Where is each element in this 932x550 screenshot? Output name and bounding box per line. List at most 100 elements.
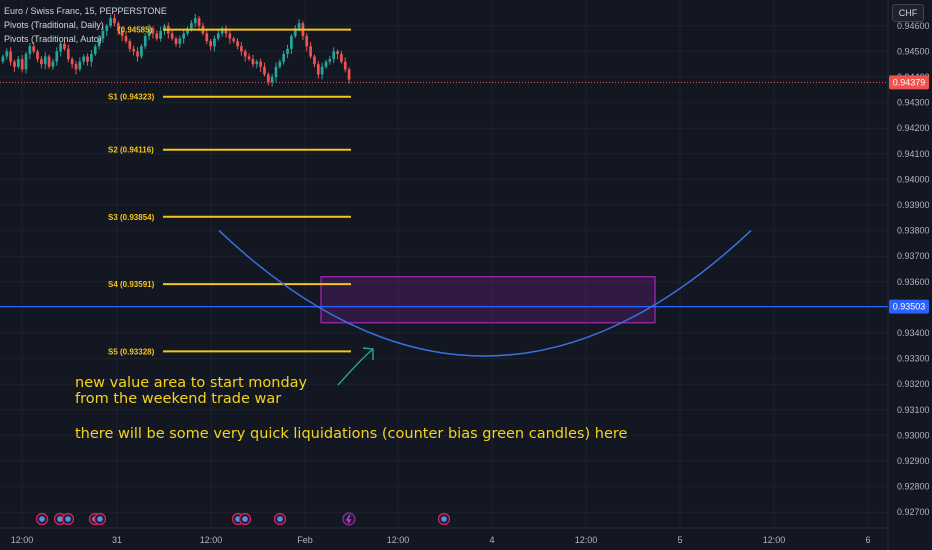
pivot-label-s3: S3 (0.93854): [108, 213, 155, 222]
candle-body: [109, 18, 112, 26]
candle-body: [282, 53, 286, 62]
candle-body: [320, 66, 324, 75]
y-tick-label: 0.93400: [897, 328, 930, 338]
pivot-label-s1: S1 (0.94323): [108, 93, 155, 102]
candle-body: [340, 53, 343, 62]
pivot-label-s2: S2 (0.94116): [108, 146, 154, 155]
candle-body: [63, 43, 66, 49]
candle-body: [97, 38, 101, 47]
economic-event-dot: [441, 516, 447, 522]
candle-body: [270, 77, 274, 83]
candle-body: [59, 43, 62, 52]
event-markers: [35, 512, 451, 526]
x-tick-label: 4: [489, 535, 494, 545]
currency-badge[interactable]: CHF: [892, 4, 924, 22]
candle-body: [205, 33, 209, 42]
indicator-pivots-daily[interactable]: Pivots (Traditional, Daily): [4, 20, 104, 30]
x-tick-label: 31: [112, 535, 122, 545]
candle-body: [305, 36, 309, 47]
chart-legend: Euro / Swiss Franc, 15, PEPPERSTONE Pivo…: [4, 4, 167, 46]
horizontal-line-tag: [889, 299, 929, 314]
y-tick-label: 0.93100: [897, 405, 930, 415]
current-price-tag: [889, 75, 929, 90]
candle-body: [120, 30, 124, 37]
arrow-head: [362, 347, 374, 360]
candle-body: [332, 51, 336, 60]
candle-body: [16, 59, 20, 67]
candle-body: [140, 46, 143, 57]
candle-body: [86, 56, 89, 62]
candle-body: [124, 36, 128, 42]
y-tick-label: 0.93600: [897, 277, 930, 287]
pivot-label-s4: S4 (0.93591): [108, 280, 155, 289]
candle-body: [293, 28, 297, 37]
candle-body: [155, 33, 159, 39]
value-area-group: [320, 276, 656, 324]
candle-body: [263, 66, 266, 75]
candle-body: [286, 48, 289, 54]
current-price-label: 0.94379: [893, 77, 926, 87]
x-tick-label: 5: [677, 535, 682, 545]
candle-body: [105, 25, 109, 31]
candle-body: [43, 56, 47, 65]
candle-body: [159, 30, 162, 39]
candle-body: [232, 38, 236, 42]
candle-body: [101, 30, 105, 39]
candlestick-series: [1, 14, 351, 87]
candle-body: [93, 46, 97, 54]
y-tick-label: 0.93700: [897, 251, 930, 261]
y-tick-label: 0.94200: [897, 123, 930, 133]
candle-body: [243, 51, 247, 57]
pivot-label-p: (0.94585): [118, 26, 153, 35]
economic-event-dot: [97, 516, 103, 522]
x-tick-label: 12:00: [387, 535, 410, 545]
candle-body: [90, 53, 93, 62]
candle-body: [51, 61, 55, 67]
pivot-levels: (0.94585) S1 (0.94323) S2 (0.94116) S3 (0.9…: [108, 26, 351, 356]
candle-body: [290, 36, 293, 49]
candle-body: [9, 51, 12, 62]
candle-body: [193, 18, 197, 24]
candle-body: [1, 56, 5, 62]
candle-body: [251, 59, 255, 65]
candle-body: [313, 56, 316, 65]
candle-body: [24, 53, 28, 70]
x-tick-label: 12:00: [575, 535, 598, 545]
candle-body: [132, 48, 136, 52]
x-tick-label: 6: [865, 535, 870, 545]
annotation-line-1: new value area to start monday: [75, 375, 308, 391]
candle-body: [36, 51, 39, 60]
economic-event-dot: [57, 516, 63, 522]
x-tick-label: 12:00: [200, 535, 223, 545]
y-tick-label: 0.92700: [897, 507, 930, 517]
y-tick-label: 0.93200: [897, 379, 930, 389]
candle-body: [182, 33, 186, 39]
candle-body: [190, 23, 193, 29]
candle-body: [20, 59, 24, 70]
drawings-group: [0, 230, 888, 386]
candle-body: [297, 23, 301, 29]
candle-body: [128, 41, 132, 49]
candle-body: [28, 46, 32, 54]
candle-body: [240, 46, 243, 52]
candle-body: [213, 38, 216, 47]
economic-event-dot: [39, 516, 45, 522]
candle-body: [70, 59, 74, 65]
candle-body: [209, 41, 212, 47]
y-tick-label: 0.92800: [897, 482, 930, 492]
indicator-pivots-auto[interactable]: Pivots (Traditional, Auto): [4, 34, 102, 44]
candle-body: [170, 33, 174, 39]
candle-body: [136, 51, 139, 57]
candle-body: [151, 28, 155, 34]
y-tick-label: 0.93300: [897, 354, 930, 364]
lightning-glyph: [345, 514, 352, 524]
candle-body: [343, 61, 347, 70]
grid-lines: [0, 0, 888, 528]
economic-event-dot: [277, 516, 283, 522]
x-tick-label: Feb: [297, 535, 313, 545]
lightning-event-icon: [342, 512, 356, 526]
y-tick-label: 0.93000: [897, 430, 930, 440]
symbol-title[interactable]: Euro / Swiss Franc, 15, PEPPERSTONE: [4, 6, 167, 16]
